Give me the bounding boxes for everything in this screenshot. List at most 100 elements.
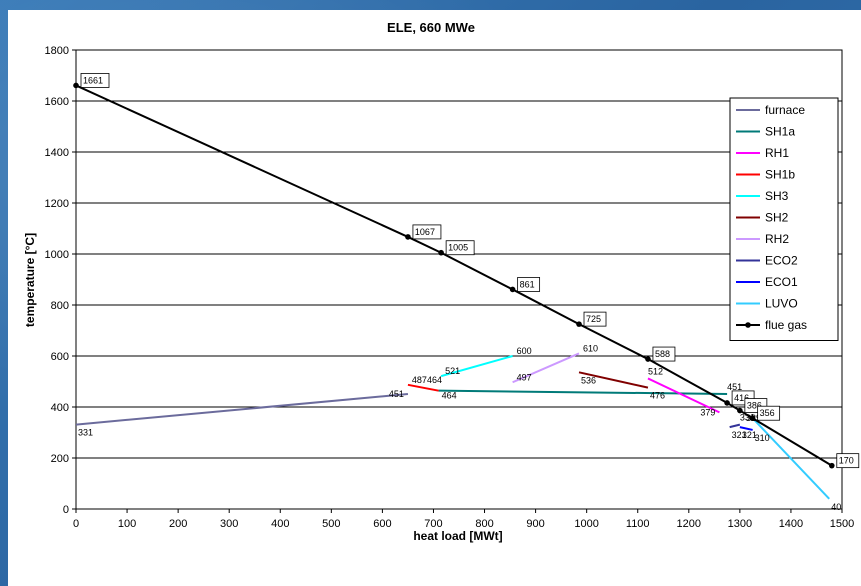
x-tick-label: 1400 [779,518,803,530]
x-tick-label: 1200 [677,518,701,530]
data-label: 379 [700,407,715,417]
legend-entry: SH2 [765,211,789,225]
axis-ticks: 0 200 400 600 800 1000 1200 1400 1600 1800 0 100 200… [45,45,855,530]
data-label: 356 [760,408,775,418]
data-label-box [517,277,541,292]
legend-entry: SH1a [765,125,795,139]
series-line-furnace [75,392,409,426]
chart-title: ELE, 660 MWe [387,20,475,35]
chart-svg: ELE, 660 MWe temperature [°C] heat load … [23,20,860,543]
legend-entry: SH1b [765,168,795,182]
flue-gas-point [73,82,79,89]
series-line-ECO2 [729,423,741,429]
flue-gas-point [438,249,444,256]
data-label: 321 [732,430,747,440]
data-label: 329 [746,413,761,423]
data-label: 476 [650,391,665,401]
legend-entry: ECO2 [765,254,798,268]
legend-entry: RH2 [765,232,789,246]
data-label: 588 [655,349,670,359]
data-label: 610 [583,343,598,353]
data-label: 1005 [448,243,468,253]
x-tick-label: 1000 [574,518,598,530]
data-label-box [757,405,781,421]
chart-panel: ELE, 660 MWe temperature [°C] heat load … [8,10,861,586]
data-label: 331 [740,413,755,423]
y-tick-label: 1800 [45,45,69,57]
series-line-SH1a [438,389,728,395]
y-tick-label: 1000 [45,249,69,261]
flue-gas-point [576,321,582,327]
data-label: 512 [648,366,663,376]
series-layer [73,82,835,500]
x-tick-label: 700 [424,518,442,530]
data-label: 1661 [83,75,103,85]
y-tick-label: 600 [51,351,69,363]
data-label: 464 [442,391,457,401]
x-tick-label: 1500 [830,518,854,530]
data-label-box [80,73,110,88]
y-tick-label: 400 [51,402,69,414]
legend-entry: SH3 [765,189,789,203]
data-label: 321 [742,430,757,440]
y-axis-title: temperature [°C] [23,233,37,327]
legend-entry: ECO1 [765,275,798,289]
legend-entry: RH1 [765,146,789,160]
data-label-box [652,346,676,362]
flue-gas-point [749,415,756,422]
flue-gas-point [724,400,730,406]
data-label: 861 [520,279,535,289]
flue-gas-point [645,356,651,362]
flue-gas-point [509,286,516,293]
data-label: 40 [831,502,841,512]
series-line-SH2 [578,371,649,389]
data-label-box [445,240,475,256]
series-line-RH2 [512,352,580,384]
data-label: 536 [581,375,596,385]
x-tick-label: 500 [322,518,340,530]
data-label: 386 [747,401,762,411]
data-label: 487464 [412,375,442,385]
data-label: 600 [517,346,532,356]
y-tick-label: 1600 [45,96,69,108]
data-label: 451 [389,389,404,399]
legend-swatch-marker [745,322,751,328]
data-label: 331 [78,428,93,438]
x-tick-label: 800 [475,518,493,530]
flue-gas-point [737,407,743,414]
series-line-RH1 [647,377,720,414]
x-tick-label: 100 [118,518,136,530]
series-line-LUVO [751,417,830,500]
legend-box [729,97,839,341]
legend-entry: LUVO [765,297,798,311]
data-label: 416 [734,393,749,403]
data-label: 725 [586,314,601,324]
x-tick-label: 400 [271,518,289,530]
x-tick-label: 900 [526,518,544,530]
series-line-flue-gas [75,84,833,467]
legend-entry: furnace [765,103,805,117]
data-label: 310 [755,433,770,443]
y-tick-label: 1400 [45,147,69,159]
y-tick-label: 1200 [45,198,69,210]
x-tick-label: 1300 [728,518,752,530]
plot-area-frame [75,49,843,510]
x-tick-label: 1100 [626,518,650,530]
series-line-SH1b [407,383,439,392]
data-label: 497 [517,372,532,382]
y-tick-label: 0 [63,504,69,516]
x-tick-label: 300 [220,518,238,530]
data-label: 1067 [415,227,435,237]
data-label: 451 [727,382,742,392]
series-line-SH3 [440,355,513,378]
data-label-box [412,224,442,240]
x-tick-label: 0 [73,518,79,530]
data-label: 521 [445,366,460,376]
x-tick-label: 200 [169,518,187,530]
x-tick-label: 600 [373,518,391,530]
series-line-ECO1 [739,426,753,431]
legend-entry: flue gas [765,318,807,332]
flue-gas-point [405,234,411,240]
data-label: 170 [839,456,854,466]
